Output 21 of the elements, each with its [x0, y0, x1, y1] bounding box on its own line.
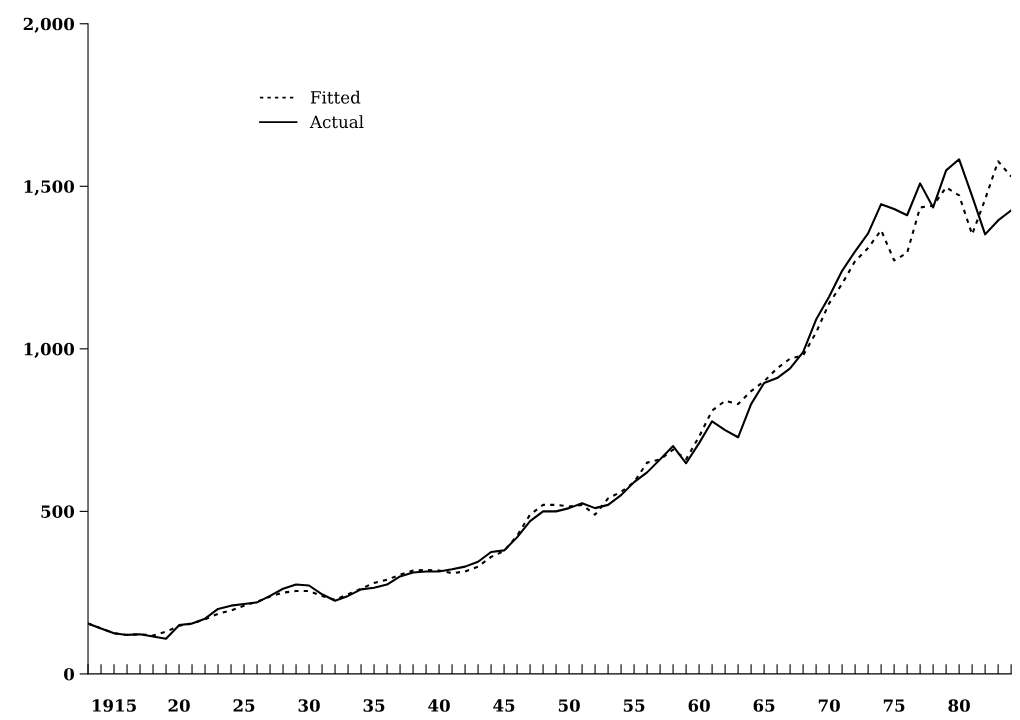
y-tick-label: 2,000 [23, 17, 75, 33]
legend-label: Fitted [310, 90, 361, 104]
x-tick-label: 25 [233, 699, 255, 712]
x-tick-label: 1915 [92, 699, 136, 712]
x-tick-label: 70 [818, 699, 840, 712]
x-tick-label: 55 [623, 699, 645, 712]
x-tick-label: 80 [948, 699, 970, 712]
x-tick-label: 30 [298, 699, 320, 712]
y-tick-label: 1,500 [24, 180, 75, 196]
x-tick-label: 60 [688, 699, 710, 712]
x-tick-label: 75 [883, 699, 905, 712]
y-tick-label: 1,000 [24, 342, 75, 358]
x-tick-label: 45 [493, 699, 515, 712]
legend-label: Actual [309, 115, 364, 129]
x-tick-label: 40 [428, 699, 450, 712]
y-tick-label: 500 [41, 505, 75, 518]
x-tick-label: 35 [363, 699, 385, 712]
x-tick-label: 50 [558, 699, 580, 712]
x-tick-label: 65 [753, 699, 775, 712]
y-tick-label: 0 [64, 667, 75, 681]
x-tick-label: 20 [168, 699, 190, 712]
